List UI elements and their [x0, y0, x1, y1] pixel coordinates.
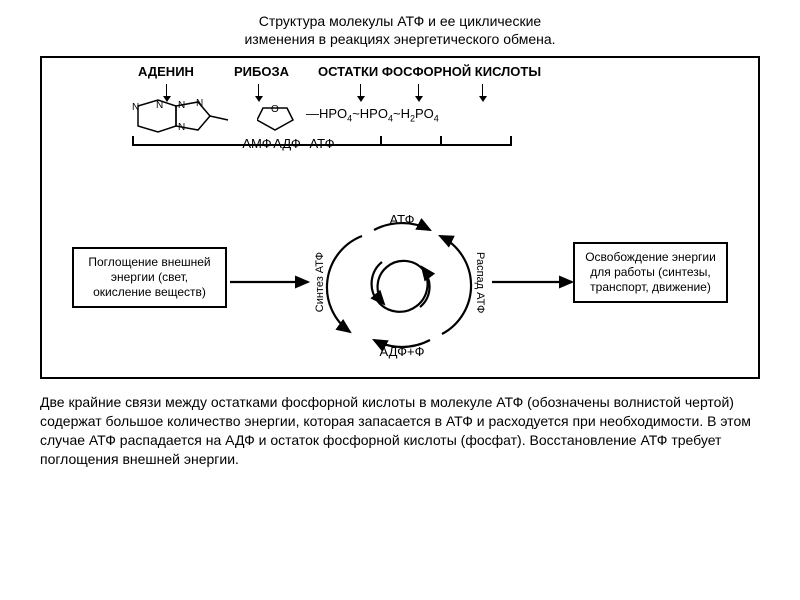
- adenine-icon: N N N N N: [128, 98, 238, 138]
- svg-text:N: N: [178, 100, 185, 111]
- label-atp: АТФ: [132, 136, 512, 151]
- svg-text:N: N: [156, 100, 163, 111]
- cycle-diagram: Поглощение внешней энергии (свет, окисле…: [62, 212, 738, 367]
- footer-text: Две крайние связи между остатками фосфор…: [40, 393, 760, 469]
- svg-text:O: O: [271, 104, 279, 115]
- arrow-down-icon: [360, 84, 361, 98]
- phosphate-chain: —HPO4~HPO4~H2PO4: [306, 106, 439, 124]
- arrow-down-icon: [482, 84, 483, 98]
- structure-row: N N N N N O —HPO4~HPO4~H2PO4: [62, 86, 738, 136]
- arrow-down-icon: [258, 84, 259, 98]
- arrow-down-icon: [418, 84, 419, 98]
- label-adenine: АДЕНИН: [138, 64, 194, 79]
- bracket-group: АМФ АДФ АТФ: [62, 136, 738, 206]
- svg-text:N: N: [196, 98, 203, 109]
- diagram-frame: АДЕНИН РИБОЗА ОСТАТКИ ФОСФОРНОЙ КИСЛОТЫ …: [40, 56, 760, 379]
- label-phosphates: ОСТАТКИ ФОСФОРНОЙ КИСЛОТЫ: [318, 64, 541, 79]
- arrow-down-icon: [166, 84, 167, 98]
- svg-text:N: N: [178, 122, 185, 133]
- svg-text:N: N: [132, 102, 139, 113]
- title-line2: изменения в реакциях энергетического обм…: [244, 31, 555, 47]
- cycle-arrows-icon: [62, 212, 742, 367]
- label-ribose: РИБОЗА: [234, 64, 289, 79]
- ribose-icon: O: [257, 102, 299, 132]
- title-line1: Структура молекулы АТФ и ее циклические: [259, 13, 541, 29]
- component-labels: АДЕНИН РИБОЗА ОСТАТКИ ФОСФОРНОЙ КИСЛОТЫ: [62, 64, 738, 82]
- page-title: Структура молекулы АТФ и ее циклические …: [40, 12, 760, 48]
